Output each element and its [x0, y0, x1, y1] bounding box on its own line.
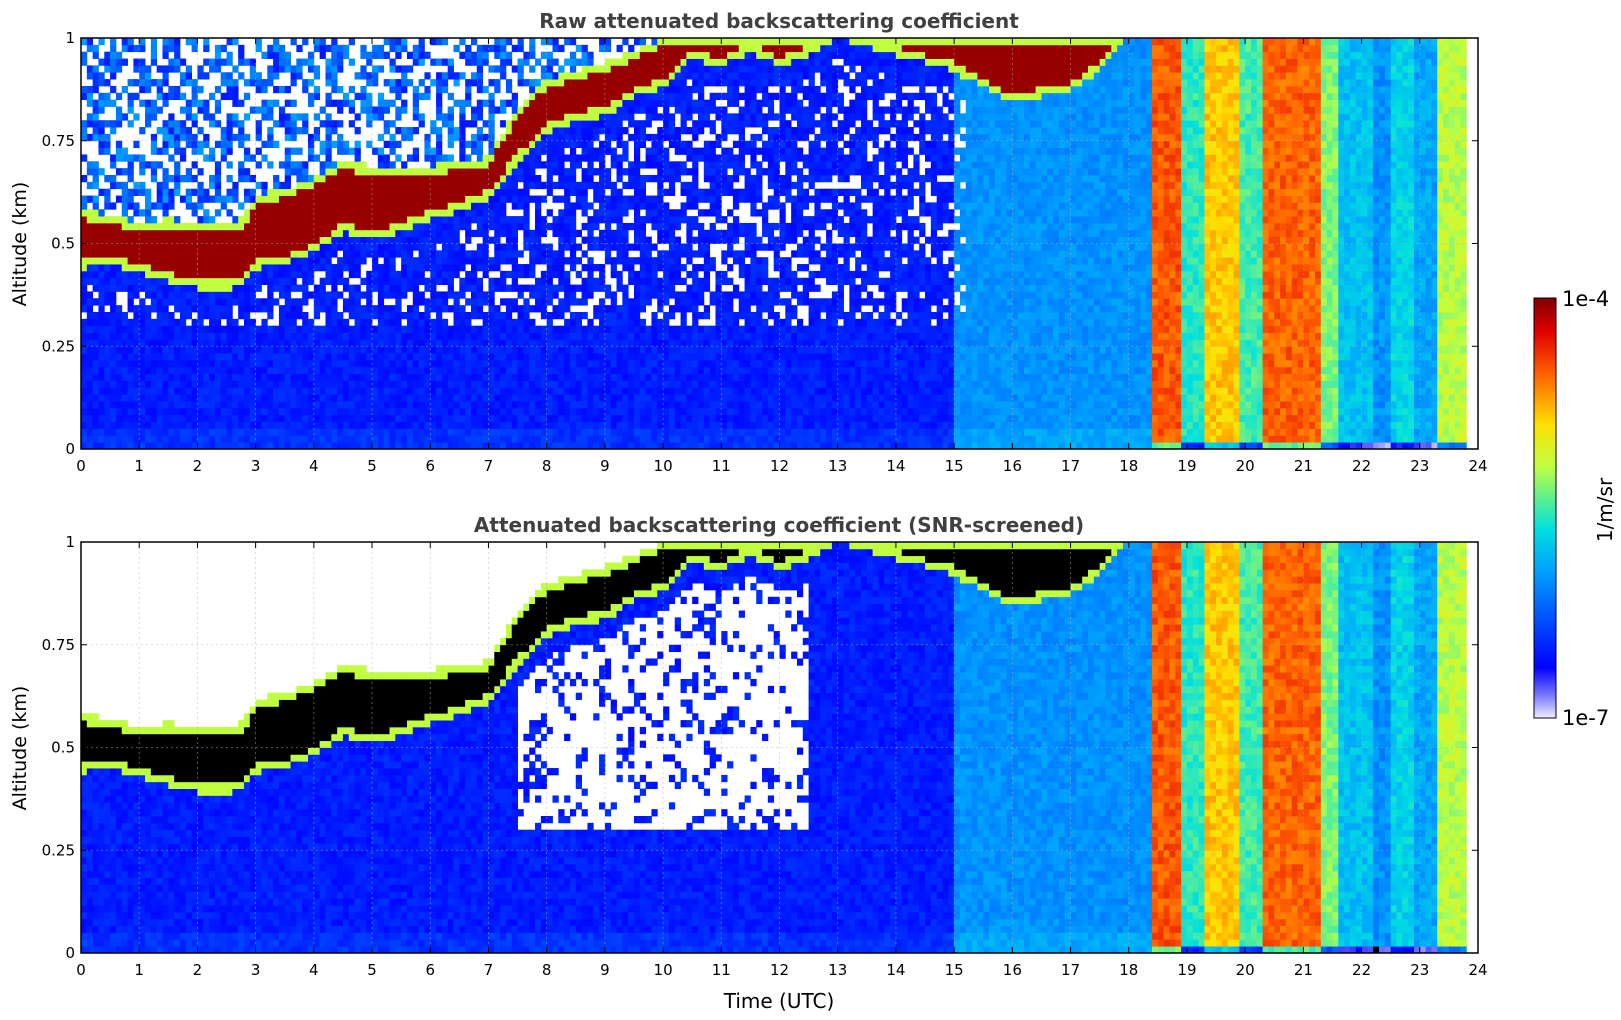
- panel-2-gridlines: [81, 542, 1478, 953]
- x-tick-label: 12: [770, 961, 789, 979]
- x-tick-label: 15: [945, 457, 964, 475]
- panel-2-y-axis-label: Altitude (km): [9, 686, 31, 811]
- panel-1-gridlines: [81, 38, 1478, 449]
- x-tick-label: 2: [193, 457, 203, 475]
- x-tick-label: 19: [1177, 457, 1196, 475]
- x-tick-label: 6: [425, 457, 435, 475]
- x-tick-label: 0: [76, 457, 86, 475]
- x-tick-label: 10: [654, 457, 673, 475]
- x-tick-label: 1: [134, 961, 144, 979]
- x-tick-label: 24: [1468, 961, 1487, 979]
- x-tick-label: 14: [886, 961, 905, 979]
- y-tick-label: 0.25: [42, 337, 75, 355]
- panel-2-x-ticks: 0 1 2 3 4 5 6 7 8 9 10 11 12 13 14 15 16 17 18 19 20 21 22 23 24: [76, 542, 1488, 979]
- x-tick-label: 8: [542, 457, 552, 475]
- x-tick-label: 9: [600, 961, 610, 979]
- colorbar-max-label: 1e-4: [1562, 287, 1609, 311]
- x-tick-label: 16: [1003, 457, 1022, 475]
- x-tick-label: 18: [1119, 457, 1138, 475]
- x-tick-label: 22: [1352, 961, 1371, 979]
- x-tick-label: 9: [600, 457, 610, 475]
- x-tick-label: 7: [484, 457, 494, 475]
- x-tick-label: 13: [828, 961, 847, 979]
- x-tick-label: 11: [712, 961, 731, 979]
- x-tick-label: 5: [367, 961, 377, 979]
- panel-2-y-ticks: 0 0.25 0.5 0.75 1: [42, 533, 1478, 962]
- x-tick-label: 4: [309, 457, 319, 475]
- x-tick-label: 14: [886, 457, 905, 475]
- x-tick-label: 3: [251, 961, 261, 979]
- x-tick-label: 23: [1410, 457, 1429, 475]
- colorbar: [1533, 297, 1557, 719]
- x-tick-label: 21: [1294, 457, 1313, 475]
- panel-2-title: Attenuated backscattering coefficient (S…: [474, 513, 1084, 537]
- x-tick-label: 8: [542, 961, 552, 979]
- colorbar-min-label: 1e-7: [1562, 706, 1609, 730]
- y-tick-label: 0: [65, 944, 75, 962]
- panel-1-y-ticks: 0 0.25 0.5 0.75 1: [42, 29, 1478, 458]
- x-tick-label: 3: [251, 457, 261, 475]
- panel-1-title: Raw attenuated backscattering coefficien…: [539, 9, 1019, 33]
- y-tick-label: 0.5: [51, 739, 75, 757]
- x-tick-label: 2: [193, 961, 203, 979]
- x-tick-label: 12: [770, 457, 789, 475]
- x-tick-label: 20: [1236, 961, 1255, 979]
- x-tick-label: 11: [712, 457, 731, 475]
- x-tick-label: 15: [945, 961, 964, 979]
- x-tick-label: 4: [309, 961, 319, 979]
- x-tick-label: 22: [1352, 457, 1371, 475]
- y-tick-label: 0: [65, 440, 75, 458]
- y-tick-label: 1: [65, 29, 75, 47]
- x-axis-label: Time (UTC): [723, 989, 835, 1013]
- y-tick-label: 0.5: [51, 235, 75, 253]
- x-tick-label: 20: [1236, 457, 1255, 475]
- x-tick-label: 1: [134, 457, 144, 475]
- x-tick-label: 6: [425, 961, 435, 979]
- x-tick-label: 21: [1294, 961, 1313, 979]
- x-tick-label: 16: [1003, 961, 1022, 979]
- y-tick-label: 1: [65, 533, 75, 551]
- y-tick-label: 0.75: [42, 132, 75, 150]
- panel-1-heatmap: [81, 38, 1478, 449]
- x-tick-label: 5: [367, 457, 377, 475]
- x-tick-label: 23: [1410, 961, 1429, 979]
- x-tick-label: 24: [1468, 457, 1487, 475]
- y-tick-label: 0.75: [42, 636, 75, 654]
- panel-1-y-axis-label: Altitude (km): [9, 182, 31, 307]
- panel-1-x-ticks: 0 1 2 3 4 5 6 7 8 9 10 11 12 13 14 15 16 17 18 19 20 21 22 23 24: [76, 38, 1488, 475]
- x-tick-label: 17: [1061, 961, 1080, 979]
- x-tick-label: 0: [76, 961, 86, 979]
- x-tick-label: 17: [1061, 457, 1080, 475]
- x-tick-label: 10: [654, 961, 673, 979]
- x-tick-label: 19: [1177, 961, 1196, 979]
- colorbar-units-label: 1/m/sr: [1593, 477, 1617, 542]
- x-tick-label: 7: [484, 961, 494, 979]
- x-tick-label: 13: [828, 457, 847, 475]
- y-tick-label: 0.25: [42, 841, 75, 859]
- x-tick-label: 18: [1119, 961, 1138, 979]
